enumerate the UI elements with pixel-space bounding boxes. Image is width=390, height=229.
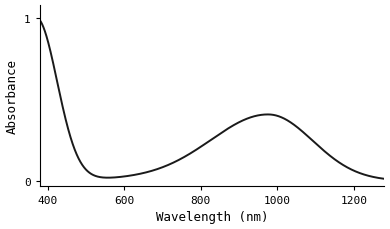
X-axis label: Wavelength (nm): Wavelength (nm): [156, 210, 268, 224]
Y-axis label: Absorbance: Absorbance: [5, 58, 19, 133]
